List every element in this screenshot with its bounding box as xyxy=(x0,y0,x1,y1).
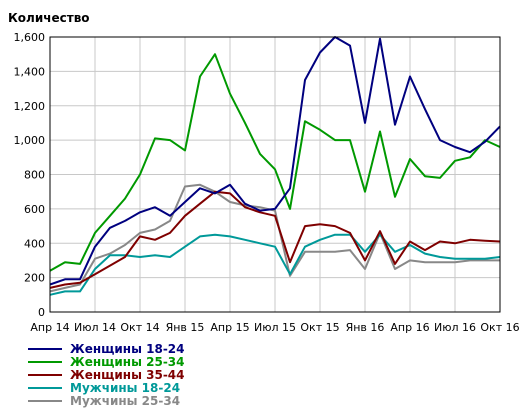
series-line xyxy=(49,190,501,289)
y-tick-label: 800 xyxy=(24,169,45,182)
legend-label: Женщины 18-24 xyxy=(70,342,185,356)
x-tick-label: Окт 16 xyxy=(480,321,519,334)
legend-label: Женщины 35-44 xyxy=(70,368,185,382)
y-tick-label: 600 xyxy=(24,203,45,216)
plot-frame xyxy=(49,36,501,313)
y-tick-label: 1,200 xyxy=(14,100,46,113)
series-line xyxy=(49,53,501,272)
grid xyxy=(49,36,501,313)
x-tick-labels: Апр 14 Июл 14 Окт 14 Янв 15 Апр 15 Июл 15 Окт … xyxy=(30,321,519,334)
series-line xyxy=(49,233,501,296)
y-tick-label: 400 xyxy=(24,237,45,250)
y-tick-label: 1,600 xyxy=(14,31,46,44)
y-tick-label: 0 xyxy=(38,306,45,319)
y-tick-labels: 0 200 400 600 800 1,000 1,200 1,400 1,600 xyxy=(14,31,46,319)
legend-label: Мужчины 25-34 xyxy=(70,394,180,408)
x-tick-label: Апр 14 xyxy=(30,321,69,334)
x-tick-label: Апр 15 xyxy=(210,321,249,334)
x-tick-label: Июл 15 xyxy=(254,321,296,334)
series-line xyxy=(49,36,501,286)
x-tick-label: Янв 15 xyxy=(166,321,205,334)
series-lines xyxy=(49,36,501,296)
legend-label: Мужчины 18-24 xyxy=(70,381,180,395)
y-axis-title: Количество xyxy=(8,11,90,25)
legend-label: Женщины 25-34 xyxy=(70,355,185,369)
series-line xyxy=(49,183,500,293)
x-tick-label: Апр 16 xyxy=(390,321,429,334)
x-tick-label: Окт 15 xyxy=(300,321,339,334)
x-tick-label: Окт 14 xyxy=(120,321,159,334)
y-tick-label: 200 xyxy=(24,272,45,285)
x-tick-label: Июл 16 xyxy=(434,321,476,334)
x-tick-label: Июл 14 xyxy=(74,321,116,334)
y-tick-label: 1,400 xyxy=(14,65,46,78)
y-tick-label: 1,000 xyxy=(14,134,46,147)
x-tick-label: Янв 16 xyxy=(346,321,385,334)
